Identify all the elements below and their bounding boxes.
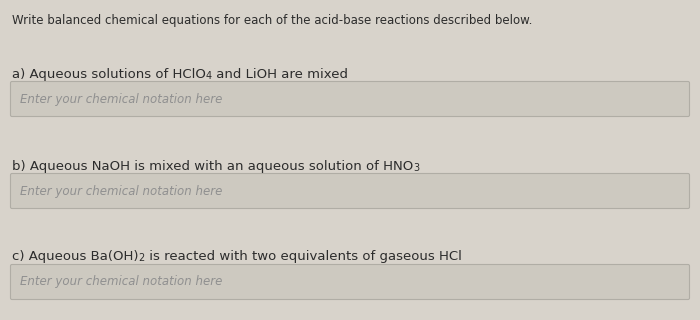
Text: is reacted with two equivalents of gaseous HCl: is reacted with two equivalents of gaseo… bbox=[145, 250, 461, 263]
Text: 2: 2 bbox=[139, 253, 145, 263]
Text: b) Aqueous NaOH is mixed with an aqueous solution of HNO: b) Aqueous NaOH is mixed with an aqueous… bbox=[12, 160, 413, 173]
Text: Enter your chemical notation here: Enter your chemical notation here bbox=[20, 185, 223, 197]
Text: Write balanced chemical equations for each of the acid-base reactions described : Write balanced chemical equations for ea… bbox=[12, 14, 533, 27]
Text: c) Aqueous Ba(OH): c) Aqueous Ba(OH) bbox=[12, 250, 139, 263]
FancyBboxPatch shape bbox=[10, 173, 690, 209]
FancyBboxPatch shape bbox=[10, 265, 690, 300]
Text: Enter your chemical notation here: Enter your chemical notation here bbox=[20, 276, 223, 289]
FancyBboxPatch shape bbox=[10, 82, 690, 116]
Text: and LiOH are mixed: and LiOH are mixed bbox=[212, 68, 348, 81]
Text: 4: 4 bbox=[206, 71, 212, 81]
Text: a) Aqueous solutions of HClO: a) Aqueous solutions of HClO bbox=[12, 68, 206, 81]
Text: 3: 3 bbox=[413, 163, 419, 173]
Text: Enter your chemical notation here: Enter your chemical notation here bbox=[20, 92, 223, 106]
